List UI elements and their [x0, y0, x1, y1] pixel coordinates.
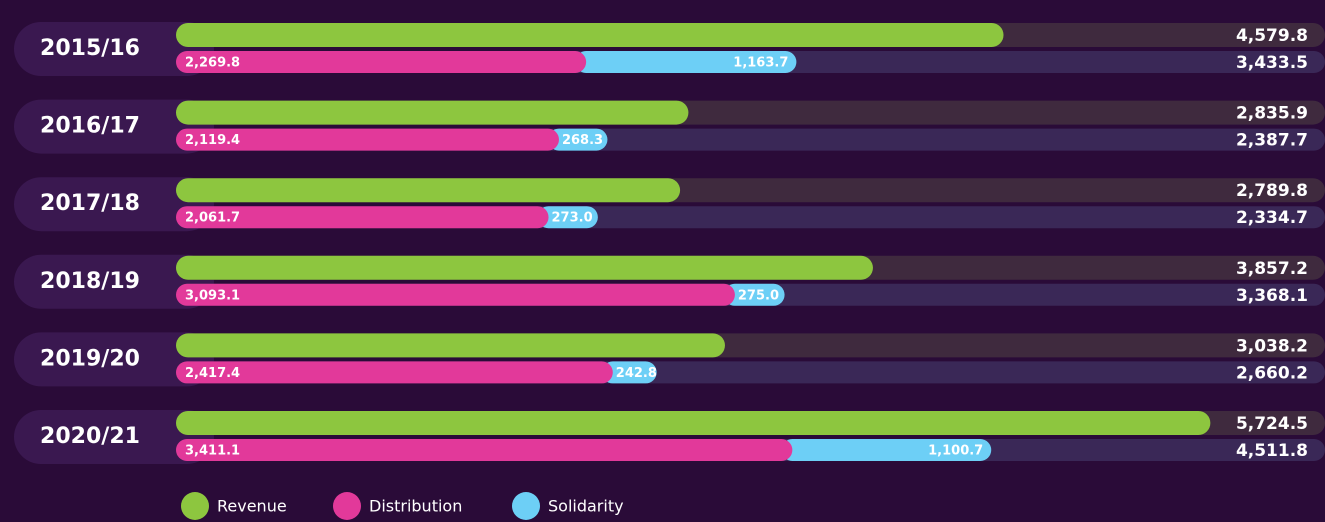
distribution-label: 3,411.1 — [185, 444, 240, 459]
legend-label: Revenue — [217, 497, 287, 516]
distribution-bar — [176, 283, 735, 306]
year-label: 2019/20 — [40, 346, 140, 371]
year-pill — [14, 99, 214, 154]
revenue-label: 2,789.8 — [1236, 181, 1308, 201]
distribution-label: 2,061.7 — [185, 211, 240, 226]
total-label: 4,511.8 — [1236, 441, 1308, 461]
revenue-bar — [176, 255, 873, 280]
year-pill — [14, 410, 214, 464]
solidarity-label: 242.8 — [616, 366, 657, 381]
year-label: 2020/21 — [40, 424, 140, 449]
distribution-bar — [176, 439, 793, 461]
legend-swatch — [512, 492, 540, 520]
distribution-label: 2,269.8 — [185, 56, 240, 71]
solidarity-bar — [575, 51, 797, 73]
solidarity-label: 1,100.7 — [928, 444, 983, 459]
year-pill — [14, 332, 214, 387]
revenue-label: 2,835.9 — [1236, 104, 1308, 124]
revenue-bar — [176, 100, 689, 125]
revenue-label: 4,579.8 — [1236, 26, 1308, 46]
year-label: 2018/19 — [40, 269, 140, 294]
legend-label: Distribution — [369, 497, 462, 516]
solidarity-label: 273.0 — [552, 211, 593, 226]
solidarity-bar — [547, 128, 608, 151]
distribution-bar — [176, 128, 559, 151]
solidarity-bar — [601, 361, 657, 384]
solidarity-label: 1,163.7 — [733, 56, 788, 71]
distribution-label: 2,417.4 — [185, 366, 240, 381]
legend-label: Solidarity — [548, 497, 624, 516]
revenue-bar — [176, 23, 1004, 47]
distribution-bar — [176, 361, 613, 384]
distribution-bar — [176, 206, 549, 229]
total-label: 3,368.1 — [1236, 286, 1308, 306]
distribution-bar — [176, 51, 587, 73]
revenue-bar — [176, 178, 681, 203]
legend-swatch — [333, 492, 361, 520]
year-pill — [14, 254, 214, 309]
distribution-label: 2,119.4 — [185, 133, 240, 148]
year-label: 2016/17 — [40, 114, 140, 139]
revenue-bar — [176, 333, 725, 358]
solidarity-label: 275.0 — [738, 288, 779, 303]
revenue-label: 3,038.2 — [1236, 336, 1308, 356]
total-label: 2,387.7 — [1236, 131, 1308, 151]
solidarity-label: 268.3 — [562, 133, 603, 148]
legend-swatch — [181, 492, 209, 520]
year-label: 2017/18 — [40, 191, 140, 216]
year-pill — [14, 22, 214, 76]
total-label: 2,334.7 — [1236, 208, 1308, 228]
solidarity-bar — [781, 439, 992, 461]
total-label: 3,433.5 — [1236, 53, 1308, 73]
solidarity-bar — [723, 283, 785, 306]
revenue-label: 3,857.2 — [1236, 259, 1308, 279]
year-pill — [14, 177, 214, 232]
revenue-bar — [176, 411, 1211, 435]
distribution-label: 3,093.1 — [185, 288, 240, 303]
year-label: 2015/16 — [40, 36, 140, 61]
total-label: 2,660.2 — [1236, 363, 1308, 383]
solidarity-bar — [537, 206, 598, 229]
revenue-label: 5,724.5 — [1236, 414, 1308, 434]
